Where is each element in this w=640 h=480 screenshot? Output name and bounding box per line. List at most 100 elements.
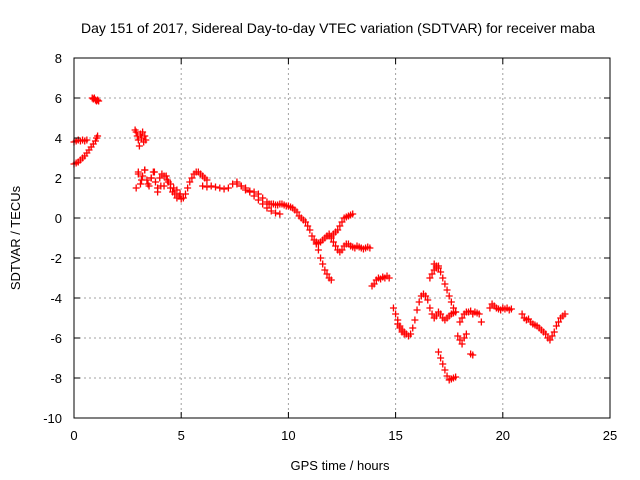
data-point bbox=[254, 196, 262, 204]
data-point bbox=[267, 207, 275, 215]
data-point bbox=[327, 276, 335, 284]
series-arc-11 bbox=[368, 272, 393, 290]
data-point bbox=[246, 188, 254, 196]
data-point bbox=[166, 180, 174, 188]
series-arc-19 bbox=[467, 350, 477, 359]
data-point bbox=[233, 180, 241, 188]
data-point bbox=[407, 330, 415, 338]
data-point bbox=[254, 190, 262, 198]
data-point bbox=[150, 168, 158, 176]
y-tick-label: -6 bbox=[50, 331, 62, 346]
data-point bbox=[263, 204, 271, 212]
data-point bbox=[173, 186, 181, 194]
data-point bbox=[546, 336, 554, 344]
data-point bbox=[548, 332, 556, 340]
y-tick-label: -2 bbox=[50, 251, 62, 266]
data-point bbox=[441, 366, 449, 374]
data-point bbox=[163, 176, 171, 184]
data-point bbox=[142, 136, 150, 144]
series-arc-9 bbox=[312, 240, 335, 284]
data-point bbox=[449, 304, 457, 312]
y-tick-label: 4 bbox=[55, 131, 62, 146]
data-point bbox=[452, 308, 460, 316]
series-arc-20 bbox=[486, 300, 515, 314]
data-point bbox=[486, 304, 494, 312]
data-point bbox=[91, 137, 99, 145]
series-arc-1 bbox=[70, 132, 102, 168]
data-point bbox=[437, 310, 445, 318]
y-tick-label: 6 bbox=[55, 91, 62, 106]
data-point bbox=[139, 128, 147, 136]
data-point bbox=[184, 184, 192, 192]
data-point bbox=[179, 194, 187, 202]
data-point bbox=[188, 174, 196, 182]
data-point bbox=[370, 280, 378, 288]
series-arc-8 bbox=[233, 180, 284, 218]
data-point bbox=[160, 172, 168, 180]
data-point bbox=[276, 210, 284, 218]
series-arc-21 bbox=[518, 310, 569, 344]
x-axis-label: GPS time / hours bbox=[291, 458, 390, 473]
data-point bbox=[561, 310, 569, 318]
data-point bbox=[136, 180, 144, 188]
data-point bbox=[199, 182, 207, 190]
data-point bbox=[469, 351, 477, 359]
y-tick-label: 2 bbox=[55, 171, 62, 186]
ticks bbox=[73, 57, 611, 419]
y-tick-label: -4 bbox=[50, 291, 62, 306]
data-point bbox=[237, 182, 245, 190]
data-point bbox=[306, 226, 314, 234]
data-point bbox=[396, 324, 404, 332]
data-point bbox=[475, 310, 483, 318]
data-point bbox=[422, 292, 430, 300]
series-arc-13 bbox=[394, 320, 408, 338]
data-point bbox=[94, 132, 102, 140]
data-point bbox=[134, 168, 142, 176]
data-point bbox=[456, 318, 464, 326]
data-point bbox=[437, 354, 445, 362]
data-point bbox=[212, 183, 220, 191]
y-axis-label: SDTVAR / TECUs bbox=[8, 185, 23, 290]
data-point bbox=[151, 178, 159, 186]
data-point bbox=[428, 270, 436, 278]
series-arc-15 bbox=[426, 262, 442, 282]
data-point bbox=[332, 242, 340, 250]
series-arc-2 bbox=[70, 136, 91, 146]
data-point bbox=[542, 330, 550, 338]
x-tick-label: 20 bbox=[496, 428, 510, 443]
data-point bbox=[437, 268, 445, 276]
data-point bbox=[439, 360, 447, 368]
x-tick-label: 0 bbox=[70, 428, 77, 443]
data-point bbox=[329, 238, 337, 246]
data-point bbox=[203, 176, 211, 184]
data-point bbox=[392, 310, 400, 318]
data-point bbox=[462, 330, 470, 338]
series-arc-6 bbox=[134, 166, 184, 198]
x-tick-label: 10 bbox=[281, 428, 295, 443]
data-point bbox=[413, 306, 421, 314]
data-point bbox=[132, 184, 140, 192]
data-point bbox=[366, 244, 374, 252]
data-point bbox=[156, 174, 164, 182]
tick-labels: 0 5 10 15 20 25 -10 -8 -6 -4 -2 0 2 4 6 8 bbox=[43, 51, 617, 443]
series-arc-16 bbox=[434, 348, 460, 384]
data-point bbox=[445, 292, 453, 300]
data-point bbox=[555, 318, 563, 326]
data-point bbox=[203, 183, 211, 191]
data-point bbox=[454, 332, 462, 340]
data-point bbox=[447, 298, 455, 306]
data-point bbox=[216, 184, 224, 192]
series-arc-4 bbox=[131, 126, 150, 150]
data-point bbox=[458, 340, 466, 348]
data-point bbox=[220, 185, 228, 193]
data-point bbox=[336, 222, 344, 230]
data-point bbox=[460, 334, 468, 342]
data-point bbox=[207, 182, 215, 190]
data-point bbox=[224, 184, 232, 192]
x-tick-label: 15 bbox=[388, 428, 402, 443]
data-point bbox=[141, 166, 149, 174]
data-point bbox=[250, 192, 258, 200]
series-arc-17 bbox=[454, 330, 470, 348]
data-point bbox=[186, 178, 194, 186]
data-point bbox=[259, 194, 267, 202]
